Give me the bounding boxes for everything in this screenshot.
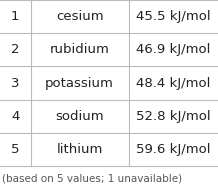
Text: lithium: lithium	[56, 143, 103, 156]
Text: sodium: sodium	[55, 110, 104, 123]
Text: 3: 3	[11, 77, 19, 90]
Text: 4: 4	[11, 110, 19, 123]
Text: 5: 5	[11, 143, 19, 156]
Text: rubidium: rubidium	[50, 43, 109, 56]
Text: cesium: cesium	[56, 10, 103, 23]
Text: 59.6 kJ/mol: 59.6 kJ/mol	[136, 143, 211, 156]
Text: potassium: potassium	[45, 77, 114, 90]
Text: (based on 5 values; 1 unavailable): (based on 5 values; 1 unavailable)	[2, 174, 182, 184]
Text: 52.8 kJ/mol: 52.8 kJ/mol	[136, 110, 211, 123]
Text: 2: 2	[11, 43, 19, 56]
Text: 1: 1	[11, 10, 19, 23]
Text: 48.4 kJ/mol: 48.4 kJ/mol	[136, 77, 211, 90]
Text: 46.9 kJ/mol: 46.9 kJ/mol	[136, 43, 211, 56]
Text: 45.5 kJ/mol: 45.5 kJ/mol	[136, 10, 211, 23]
